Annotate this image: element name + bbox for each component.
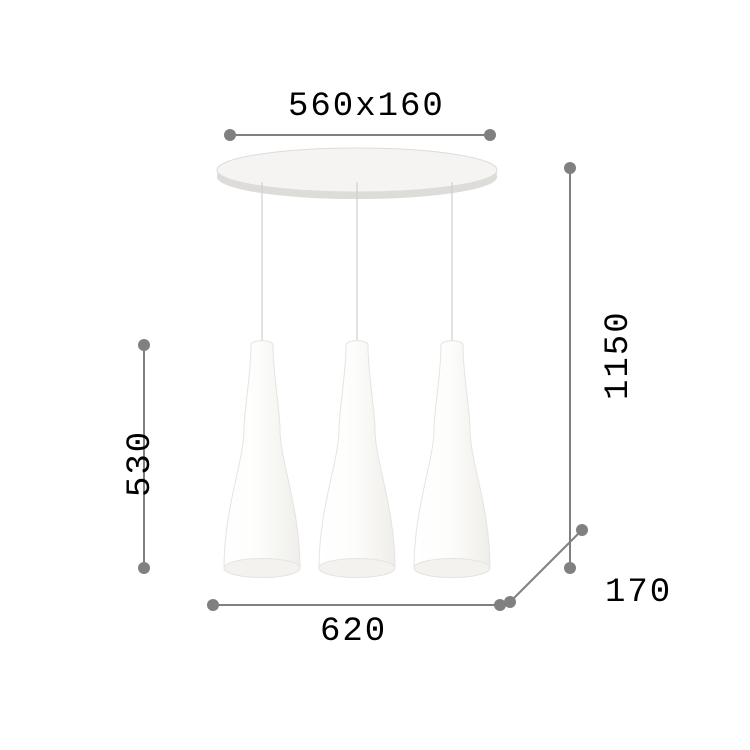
dimension-label-height: 1150 bbox=[600, 310, 638, 400]
dimension-label-shade: 530 bbox=[122, 430, 160, 497]
dimension-label-depth: 170 bbox=[605, 574, 672, 612]
dimension-label-top: 560x160 bbox=[288, 88, 445, 126]
dimension-label-width: 620 bbox=[320, 613, 387, 651]
technical-drawing: 560x160 1150 530 620 170 bbox=[0, 0, 750, 750]
wires bbox=[262, 182, 452, 345]
pendant-shades bbox=[224, 341, 490, 578]
